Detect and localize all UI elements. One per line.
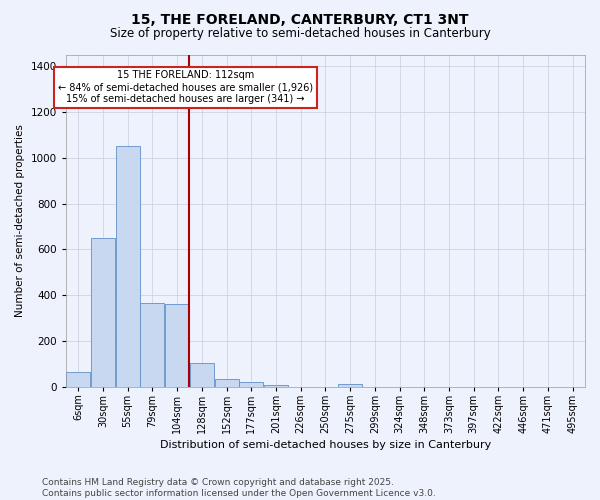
Bar: [116, 146, 140, 386]
Bar: [165, 304, 189, 386]
Bar: [190, 362, 214, 386]
Y-axis label: Number of semi-detached properties: Number of semi-detached properties: [15, 124, 25, 317]
Text: 15 THE FORELAND: 112sqm
← 84% of semi-detached houses are smaller (1,926)
15% of: 15 THE FORELAND: 112sqm ← 84% of semi-de…: [58, 70, 313, 104]
Text: Size of property relative to semi-detached houses in Canterbury: Size of property relative to semi-detach…: [110, 28, 490, 40]
X-axis label: Distribution of semi-detached houses by size in Canterbury: Distribution of semi-detached houses by …: [160, 440, 491, 450]
Bar: [140, 303, 164, 386]
Text: 15, THE FORELAND, CANTERBURY, CT1 3NT: 15, THE FORELAND, CANTERBURY, CT1 3NT: [131, 12, 469, 26]
Text: Contains HM Land Registry data © Crown copyright and database right 2025.
Contai: Contains HM Land Registry data © Crown c…: [42, 478, 436, 498]
Bar: [215, 378, 239, 386]
Bar: [338, 384, 362, 386]
Bar: [239, 382, 263, 386]
Bar: [91, 238, 115, 386]
Bar: [66, 372, 90, 386]
